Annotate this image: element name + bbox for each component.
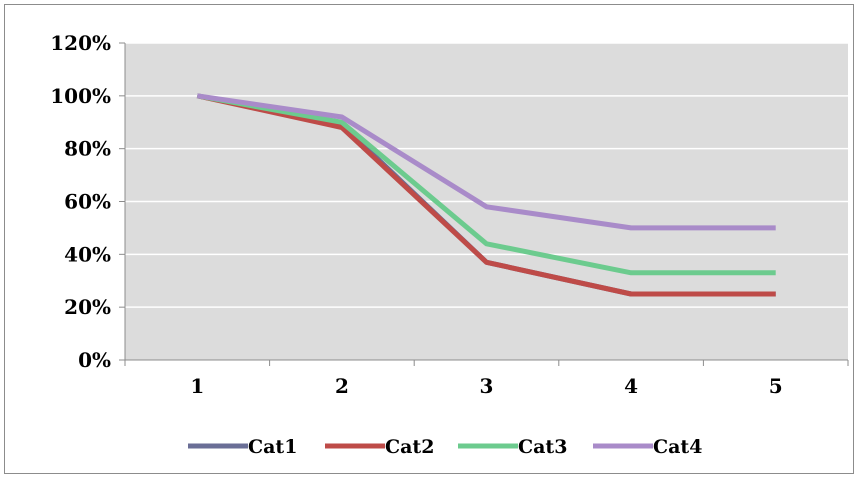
y-tick-label: 20% <box>64 295 111 319</box>
series-line-cat2 <box>196 93 776 297</box>
y-tick-label: 0% <box>78 348 111 372</box>
x-tick-labels: 1 2 3 4 5 <box>190 374 782 398</box>
y-tick-label: 120% <box>50 31 111 55</box>
gridlines <box>125 42 848 308</box>
legend: Cat1 Cat2 Cat3 Cat4 <box>188 436 702 458</box>
series-line-cat3 <box>196 93 776 276</box>
series-line-cat4 <box>196 93 776 231</box>
legend-label-cat1: Cat1 <box>248 436 297 458</box>
legend-label-cat4: Cat4 <box>653 436 702 458</box>
axes <box>119 42 849 366</box>
x-tick-label: 1 <box>190 374 204 398</box>
y-tick-label: 60% <box>64 190 111 214</box>
y-tick-label: 100% <box>50 84 111 108</box>
x-tick-label: 5 <box>769 374 783 398</box>
y-tick-labels: 0% 20% 40% 60% 80% 100% 120% <box>50 31 111 372</box>
x-tick-label: 3 <box>480 374 494 398</box>
series-lines <box>196 93 776 297</box>
legend-label-cat2: Cat2 <box>385 436 434 458</box>
y-tick-label: 80% <box>64 137 111 161</box>
y-tick-label: 40% <box>64 242 111 266</box>
legend-label-cat3: Cat3 <box>518 436 567 458</box>
x-tick-label: 4 <box>624 374 638 398</box>
x-tick-label: 2 <box>335 374 349 398</box>
